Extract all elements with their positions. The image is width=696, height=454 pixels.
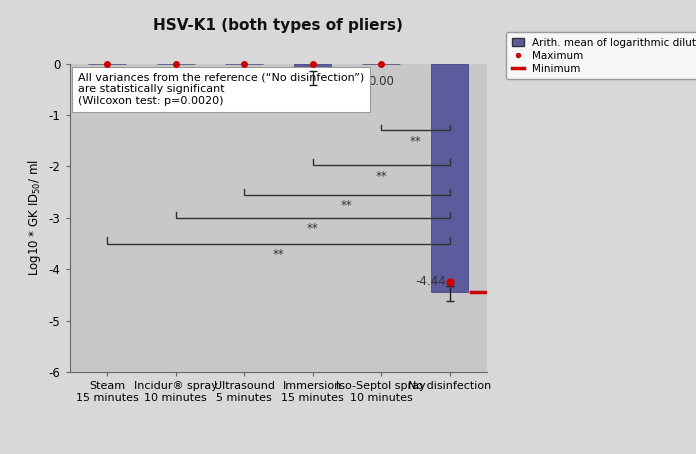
Text: -4.44: -4.44 — [416, 275, 446, 288]
Legend: Arith. mean of logarithmic dilutions, Maximum, Minimum: Arith. mean of logarithmic dilutions, Ma… — [506, 32, 696, 79]
Text: **: ** — [273, 248, 284, 261]
Text: All variances from the reference (“No disinfection”)
are statistically significa: All variances from the reference (“No di… — [78, 73, 364, 106]
Text: -0.28: -0.28 — [297, 89, 328, 102]
Bar — [294, 64, 331, 78]
Text: HSV-K1 (both types of pliers): HSV-K1 (both types of pliers) — [153, 18, 404, 33]
Bar — [431, 64, 468, 292]
Text: **: ** — [409, 134, 421, 148]
Text: 0.00: 0.00 — [231, 75, 257, 88]
Text: **: ** — [307, 222, 319, 235]
Text: 0.00: 0.00 — [163, 75, 189, 88]
Text: 0.00: 0.00 — [368, 75, 394, 88]
Text: **: ** — [375, 169, 387, 183]
Text: 0.00: 0.00 — [95, 75, 120, 88]
Text: **: ** — [341, 199, 353, 212]
Y-axis label: Log10 * GK ID$_{50}$/ ml: Log10 * GK ID$_{50}$/ ml — [26, 159, 43, 276]
